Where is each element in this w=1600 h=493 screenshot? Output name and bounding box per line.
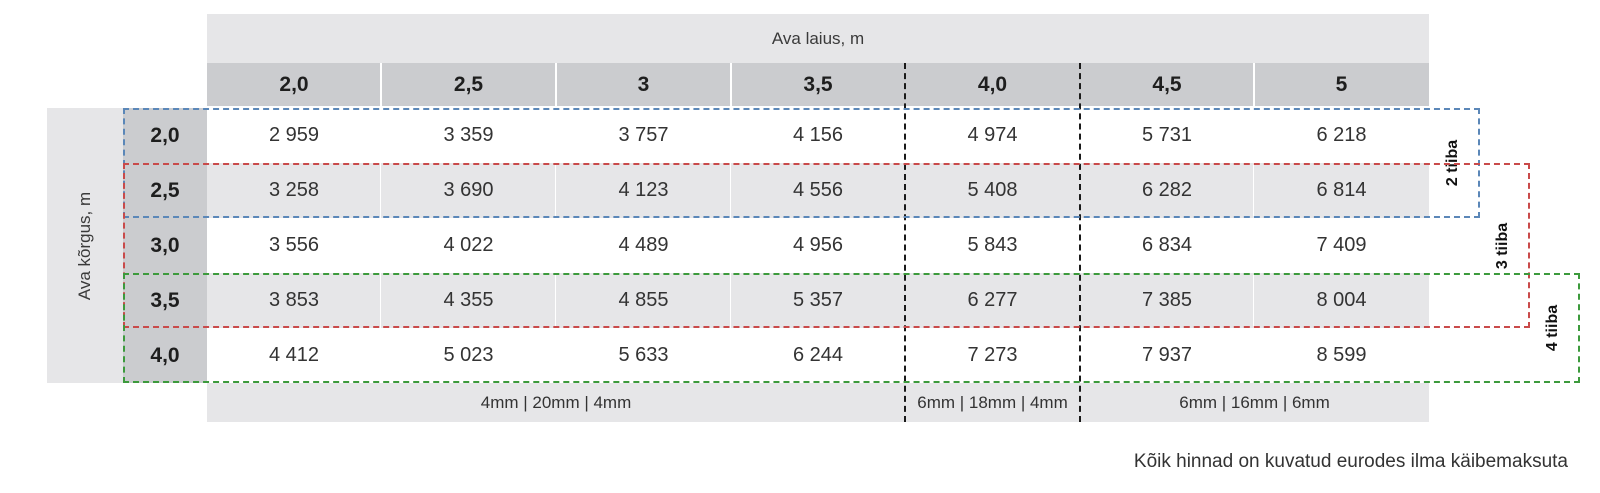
cell-separator — [380, 273, 381, 328]
column-header: 4,0 — [905, 63, 1080, 106]
column-header: 3,5 — [731, 63, 905, 106]
price-cell: 4 355 — [443, 289, 494, 311]
cell-separator — [380, 163, 381, 218]
height-header-label: Ava kõrgus, m — [75, 191, 94, 300]
row-header: 3,0 — [123, 218, 207, 273]
price-cell: 4 855 — [618, 289, 669, 311]
price-cell: 4 489 — [618, 234, 669, 256]
price-cell: 3 556 — [268, 234, 320, 256]
price-cell: 2 959 — [268, 124, 320, 146]
glass-spec: 4mm | 20mm | 4mm — [207, 383, 905, 422]
group-divider — [904, 63, 906, 422]
price-cell: 3 359 — [443, 124, 494, 146]
price-cell: 4 956 — [792, 234, 844, 256]
row-header: 3,5 — [123, 273, 207, 328]
price-cell: 4 556 — [792, 179, 844, 201]
glass-spec: 6mm | 16mm | 6mm — [1080, 383, 1429, 422]
price-cell: 5 633 — [618, 344, 669, 366]
price-cell: 4 412 — [268, 344, 320, 366]
column-header: 3 — [556, 63, 731, 106]
table-row — [207, 108, 1429, 163]
price-cell: 8 004 — [1316, 289, 1367, 311]
table-row — [207, 218, 1429, 273]
sash-group-text: 3 tiiba — [1493, 222, 1511, 269]
price-cell: 6 814 — [1316, 179, 1367, 201]
table-row — [207, 328, 1429, 383]
price-cell: 6 218 — [1316, 124, 1367, 146]
height-header: Ava kõrgus, m — [47, 108, 123, 383]
column-separator — [555, 63, 557, 106]
glass-spec: 6mm | 18mm | 4mm — [905, 383, 1080, 422]
cell-separator — [555, 163, 556, 218]
price-cell: 6 244 — [792, 344, 844, 366]
cell-separator — [730, 273, 731, 328]
sash-group-outline — [123, 163, 1530, 328]
price-cell: 6 834 — [1141, 234, 1193, 256]
row-header: 2,0 — [123, 108, 207, 163]
column-header: 5 — [1254, 63, 1429, 106]
width-header: Ava laius, m — [207, 14, 1429, 63]
group-divider — [1079, 63, 1081, 422]
price-cell: 7 937 — [1141, 344, 1193, 366]
price-cell: 3 690 — [443, 179, 494, 201]
table-row — [207, 273, 1429, 328]
cell-separator — [1253, 163, 1254, 218]
price-cell: 3 757 — [618, 124, 669, 146]
cell-separator — [555, 273, 556, 328]
sash-group-label: 4 tiiba — [1528, 273, 1578, 383]
column-header: 2,0 — [207, 63, 381, 106]
price-cell: 5 408 — [967, 179, 1018, 201]
cell-separator — [1253, 273, 1254, 328]
price-cell: 5 731 — [1141, 124, 1193, 146]
price-cell: 6 277 — [967, 289, 1018, 311]
table-row — [207, 163, 1429, 218]
row-header: 2,5 — [123, 163, 207, 218]
column-separator — [730, 63, 732, 106]
row-header: 4,0 — [123, 328, 207, 383]
price-cell: 7 273 — [967, 344, 1018, 366]
price-cell: 3 258 — [268, 179, 320, 201]
column-header: 2,5 — [381, 63, 556, 106]
price-cell: 4 974 — [967, 124, 1018, 146]
price-cell: 4 123 — [618, 179, 669, 201]
price-cell: 5 357 — [792, 289, 844, 311]
price-cell: 5 023 — [443, 344, 494, 366]
price-cell: 7 409 — [1316, 234, 1367, 256]
sash-group-text: 4 tiiba — [1543, 304, 1561, 352]
price-cell: 4 156 — [792, 124, 844, 146]
price-cell: 7 385 — [1141, 289, 1193, 311]
price-cell: 5 843 — [967, 234, 1018, 256]
column-separator — [1253, 63, 1255, 106]
sash-group-outline — [123, 273, 1580, 383]
price-cell: 6 282 — [1141, 179, 1193, 201]
price-note: Kõik hinnad on kuvatud eurodes ilma käib… — [1133, 451, 1568, 472]
column-header: 4,5 — [1080, 63, 1254, 106]
price-cell: 3 853 — [268, 289, 320, 311]
cell-separator — [730, 163, 731, 218]
price-cell: 8 599 — [1316, 344, 1367, 366]
price-cell: 4 022 — [443, 234, 494, 256]
column-separator — [380, 63, 382, 106]
